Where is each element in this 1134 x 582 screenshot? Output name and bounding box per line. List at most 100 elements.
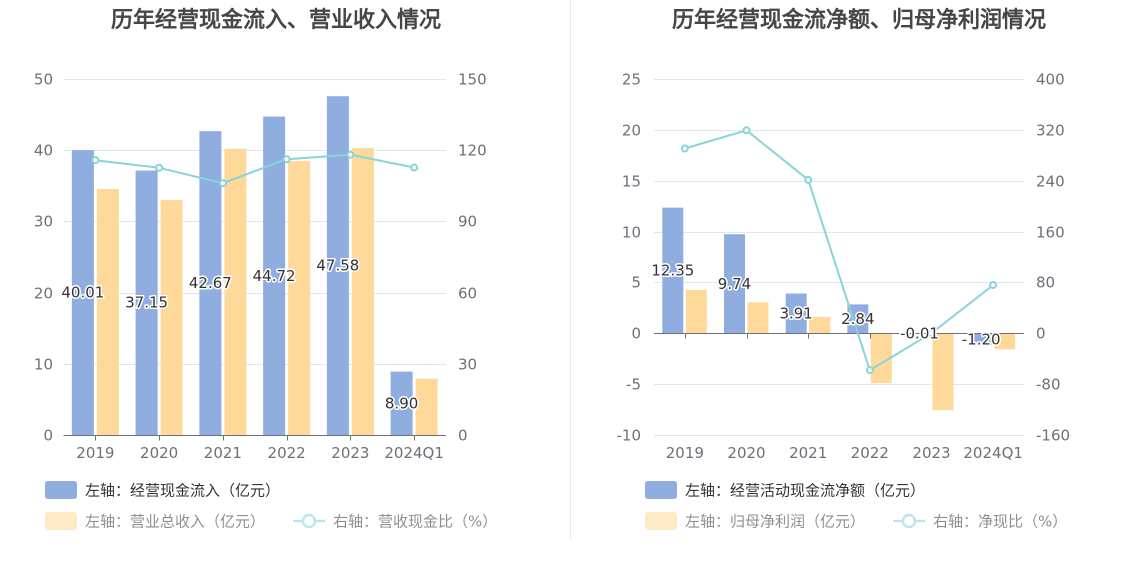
legend-swatch-marker — [901, 513, 917, 529]
right-axis-tick-label: 0 — [458, 427, 468, 445]
bar-secondary-2023 — [351, 148, 374, 435]
line-series-path — [95, 153, 415, 185]
x-axis-category-label: 2022 — [851, 444, 889, 462]
left-axis-tick-label: 0 — [43, 427, 53, 445]
bar-secondary-2022 — [870, 333, 892, 384]
left-axis-tick-label: 10 — [34, 356, 53, 374]
legend-item-net-cash-ratio[interactable]: 右轴：净现比（%） — [893, 513, 1067, 531]
right-axis-tick-label: 90 — [458, 213, 477, 231]
legend-swatch-bar — [45, 481, 77, 499]
legend-label: 左轴：归母净利润（亿元） — [685, 513, 865, 531]
line-point-2020 — [742, 126, 751, 135]
bar-primary-2020 — [135, 170, 158, 435]
legend-swatch-bar — [645, 481, 677, 499]
bar-secondary-2024Q1 — [994, 333, 1016, 350]
right-axis-tick-label: 30 — [458, 356, 477, 374]
x-axis-category-label: 2021 — [789, 444, 827, 462]
x-axis-category-label: 2024Q1 — [384, 444, 444, 462]
bar-primary-2021 — [785, 293, 807, 334]
bar-value-label: 2.84 — [841, 310, 874, 328]
left-axis-tick-label: 0 — [631, 325, 641, 343]
bar-primary-2019 — [71, 150, 94, 436]
right-axis-tick-label: 160 — [1036, 224, 1065, 242]
legend: 左轴：经营现金流入（亿元） 左轴：营业总收入（亿元） 右轴：营收现金比（%） — [45, 481, 497, 531]
bar-secondary-2020 — [747, 302, 769, 334]
bar-value-label: 42.67 — [189, 274, 232, 292]
legend-label: 右轴：净现比（%） — [933, 513, 1067, 531]
bar-value-label: 44.72 — [253, 267, 296, 285]
bar-value-label: 8.90 — [385, 394, 418, 412]
legend-swatch-marker — [301, 513, 317, 529]
left-axis-tick-label: 50 — [34, 71, 53, 89]
x-axis-category-label: 2023 — [331, 444, 369, 462]
left-axis-tick-label: 30 — [34, 213, 53, 231]
left-axis-tick-label: 25 — [622, 71, 641, 89]
x-axis-category-label: 2022 — [268, 444, 306, 462]
chart-title: 历年经营现金流入、营业收入情况 — [111, 7, 441, 33]
bar-value-label: 12.35 — [651, 261, 694, 279]
left-axis-tick-label: -5 — [626, 376, 641, 394]
legend-label: 左轴：经营现金流入（亿元） — [85, 482, 280, 500]
bar-primary-2022 — [263, 116, 286, 435]
line-point-2022 — [282, 155, 291, 164]
left-axis-tick-label: -10 — [617, 427, 642, 445]
right-axis-tick-label: 120 — [458, 142, 487, 160]
line-point-2023 — [927, 329, 936, 338]
line-point-2021 — [218, 179, 227, 188]
line-series-path — [684, 129, 994, 372]
bar-value-label: 37.15 — [125, 294, 168, 312]
legend-item-net-cashflow[interactable]: 左轴：经营活动现金流净额（亿元） — [645, 481, 925, 500]
bar-secondary-2021 — [224, 148, 247, 435]
bar-value-label: -0.01 — [900, 324, 939, 342]
legend-item-net-profit[interactable]: 左轴：归母净利润（亿元） — [645, 512, 865, 531]
left-axis-tick-label: 40 — [34, 142, 53, 160]
right-axis-tick-label: 0 — [1036, 325, 1046, 343]
left-axis-tick-label: 15 — [622, 173, 641, 191]
x-axis-category-label: 2020 — [140, 444, 178, 462]
bar-primary-2023 — [326, 96, 349, 435]
bar-secondary-2023 — [932, 333, 954, 411]
bar-secondary-2021 — [809, 316, 831, 334]
bar-value-label: 47.58 — [316, 257, 359, 275]
line-point-2022 — [865, 366, 874, 375]
right-axis-tick-label: 320 — [1036, 122, 1065, 140]
bar-secondary-2019 — [685, 290, 707, 334]
legend-item-cash-inflow[interactable]: 左轴：经营现金流入（亿元） — [45, 481, 280, 500]
legend-label: 右轴：营收现金比（%） — [333, 513, 497, 531]
chart-title: 历年经营现金流净额、归母净利润情况 — [672, 7, 1046, 33]
plot-area: 0 10 20 30 40 50 0 30 60 90 120 150 2019 2020 2021 2022… — [34, 71, 487, 463]
legend-swatch-bar — [45, 512, 77, 530]
x-axis-category-label: 2021 — [204, 444, 242, 462]
x-axis-category-label: 2023 — [912, 444, 950, 462]
bar-value-label: 40.01 — [61, 284, 104, 302]
x-axis-category-label: 2024Q1 — [963, 444, 1023, 462]
bar-secondary-2020 — [160, 200, 183, 435]
line-point-2021 — [804, 175, 813, 184]
right-axis-tick-label: -80 — [1036, 376, 1061, 394]
right-axis-tick-label: 60 — [458, 285, 477, 303]
legend-item-cash-ratio[interactable]: 右轴：营收现金比（%） — [293, 513, 497, 531]
bar-primary-2022 — [847, 304, 869, 334]
right-axis-tick-label: 400 — [1036, 71, 1065, 89]
legend-item-revenue[interactable]: 左轴：营业总收入（亿元） — [45, 512, 265, 531]
bar-primary-2024Q1 — [970, 333, 992, 346]
plot-area: -10 -5 0 5 10 15 20 25 -160 -80 0 80 160 240 320 400 201… — [617, 71, 1071, 463]
left-axis-tick-label: 20 — [34, 285, 53, 303]
right-axis-tick-label: 80 — [1036, 274, 1055, 292]
line-point-2024Q1 — [989, 281, 998, 290]
bar-primary-2024Q1 — [390, 371, 413, 435]
legend-label: 左轴：经营活动现金流净额（亿元） — [685, 482, 925, 500]
right-axis-tick-label: 240 — [1036, 173, 1065, 191]
right-axis-tick-label: -160 — [1036, 427, 1070, 445]
left-axis-tick-label: 20 — [622, 122, 641, 140]
x-axis-category-label: 2020 — [727, 444, 765, 462]
line-point-2020 — [155, 163, 164, 172]
line-point-2019 — [680, 144, 689, 153]
bar-secondary-2022 — [288, 160, 311, 435]
line-point-2024Q1 — [410, 163, 419, 172]
bar-value-label: 9.74 — [718, 275, 751, 293]
x-axis-category-label: 2019 — [666, 444, 704, 462]
bar-primary-2020 — [724, 234, 745, 334]
left-axis-tick-label: 10 — [622, 224, 641, 242]
